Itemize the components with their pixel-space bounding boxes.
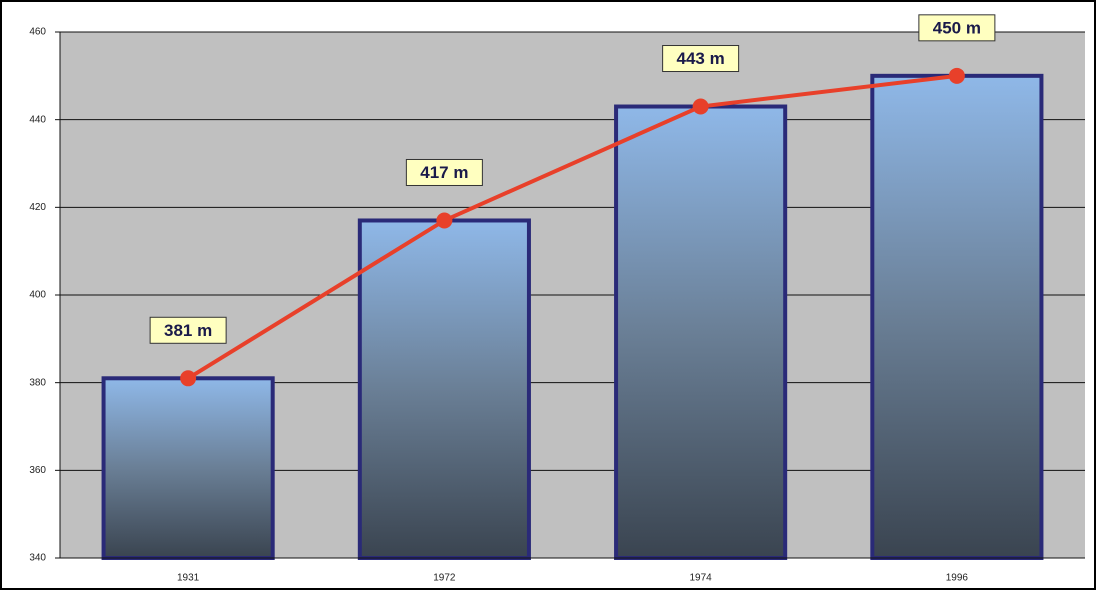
x-tick-label: 1972: [433, 573, 456, 584]
point: [436, 212, 453, 229]
y-tick-label: 340: [29, 553, 46, 564]
y-tick-label: 440: [29, 114, 46, 125]
data-label: 450 m: [933, 18, 981, 37]
bar: [357, 218, 531, 560]
line: [187, 73, 958, 380]
label-box: [662, 45, 740, 73]
data-label: 381 m: [164, 321, 212, 340]
x-tick-label: 1931: [177, 573, 200, 584]
y-tick-label: 380: [29, 377, 46, 388]
y-tick-label: 420: [29, 202, 46, 213]
bar: [870, 73, 1044, 560]
x-tick-label: 1996: [946, 573, 969, 584]
data-label: 417 m: [420, 163, 468, 182]
y-tick-label: 360: [29, 465, 46, 476]
label-box: [405, 158, 483, 186]
label-box: [918, 14, 996, 42]
point: [180, 370, 197, 387]
point: [948, 67, 965, 84]
x-tick-label: 1974: [690, 573, 713, 584]
label-box: [149, 316, 227, 344]
y-tick-label: 460: [29, 27, 46, 38]
y-tick-label: 400: [29, 290, 46, 301]
bar: [101, 376, 275, 560]
data-label: 443 m: [677, 49, 725, 68]
bar: [614, 104, 788, 561]
point: [692, 98, 709, 115]
